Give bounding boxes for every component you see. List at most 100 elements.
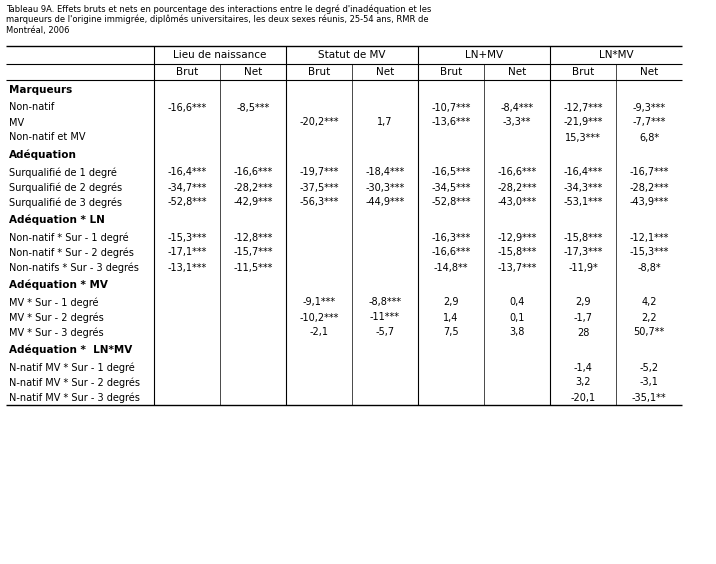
- Text: 28: 28: [577, 328, 589, 337]
- Text: -16,3***: -16,3***: [431, 232, 470, 243]
- Text: -52,8***: -52,8***: [431, 197, 470, 208]
- Text: -18,4***: -18,4***: [365, 168, 405, 178]
- Text: -37,5***: -37,5***: [299, 183, 339, 192]
- Text: -1,7: -1,7: [574, 312, 593, 323]
- Text: LN*MV: LN*MV: [599, 50, 634, 60]
- Text: Brut: Brut: [176, 67, 198, 77]
- Text: Brut: Brut: [308, 67, 330, 77]
- Text: -19,7***: -19,7***: [299, 168, 339, 178]
- Text: -8,8***: -8,8***: [369, 297, 402, 307]
- Text: N-natif MV * Sur - 2 degrés: N-natif MV * Sur - 2 degrés: [9, 377, 140, 388]
- Text: 6,8*: 6,8*: [639, 133, 659, 143]
- Text: 2,9: 2,9: [443, 297, 459, 307]
- Text: -16,6***: -16,6***: [233, 168, 273, 178]
- Text: 2,9: 2,9: [575, 297, 591, 307]
- Text: 0,4: 0,4: [509, 297, 525, 307]
- Text: -20,2***: -20,2***: [299, 117, 339, 127]
- Text: MV * Sur - 2 degrés: MV * Sur - 2 degrés: [9, 312, 104, 323]
- Text: -15,8***: -15,8***: [563, 232, 603, 243]
- Text: -13,7***: -13,7***: [498, 262, 537, 272]
- Text: Marqueurs: Marqueurs: [9, 85, 72, 95]
- Text: -52,8***: -52,8***: [168, 197, 207, 208]
- Text: -16,6***: -16,6***: [168, 103, 207, 112]
- Text: -10,7***: -10,7***: [431, 103, 470, 112]
- Text: -53,1***: -53,1***: [563, 197, 603, 208]
- Text: Lieu de naissance: Lieu de naissance: [173, 50, 266, 60]
- Text: Net: Net: [244, 67, 262, 77]
- Text: Adéquation: Adéquation: [9, 150, 77, 160]
- Text: -16,4***: -16,4***: [168, 168, 207, 178]
- Text: -11,9*: -11,9*: [568, 262, 598, 272]
- Text: 2,2: 2,2: [642, 312, 657, 323]
- Text: -13,1***: -13,1***: [168, 262, 207, 272]
- Text: -42,9***: -42,9***: [233, 197, 273, 208]
- Text: -21,9***: -21,9***: [563, 117, 603, 127]
- Text: -28,2***: -28,2***: [233, 183, 273, 192]
- Text: -12,1***: -12,1***: [629, 232, 669, 243]
- Text: -15,3***: -15,3***: [168, 232, 207, 243]
- Text: -1,4: -1,4: [574, 363, 592, 372]
- Text: -17,1***: -17,1***: [168, 248, 207, 258]
- Text: 3,2: 3,2: [575, 377, 591, 387]
- Text: Non-natif et MV: Non-natif et MV: [9, 133, 85, 143]
- Text: -15,7***: -15,7***: [233, 248, 273, 258]
- Text: Brut: Brut: [572, 67, 594, 77]
- Text: -16,7***: -16,7***: [629, 168, 669, 178]
- Text: -34,5***: -34,5***: [431, 183, 470, 192]
- Text: -12,9***: -12,9***: [498, 232, 537, 243]
- Text: Non-natif * Sur - 2 degrés: Non-natif * Sur - 2 degrés: [9, 247, 134, 258]
- Text: Brut: Brut: [440, 67, 462, 77]
- Text: Non-natif: Non-natif: [9, 103, 54, 112]
- Text: Surqualifié de 3 degrés: Surqualifié de 3 degrés: [9, 197, 122, 208]
- Text: -17,3***: -17,3***: [563, 248, 603, 258]
- Text: -34,7***: -34,7***: [168, 183, 207, 192]
- Text: 15,3***: 15,3***: [565, 133, 601, 143]
- Text: Surqualifié de 2 degrés: Surqualifié de 2 degrés: [9, 182, 122, 193]
- Text: -3,1: -3,1: [639, 377, 659, 387]
- Text: -12,8***: -12,8***: [233, 232, 273, 243]
- Text: -15,3***: -15,3***: [629, 248, 669, 258]
- Text: -5,7: -5,7: [375, 328, 395, 337]
- Text: -8,5***: -8,5***: [236, 103, 270, 112]
- Text: -9,1***: -9,1***: [302, 297, 336, 307]
- Text: Adéquation * LN: Adéquation * LN: [9, 215, 105, 225]
- Text: -11***: -11***: [370, 312, 400, 323]
- Text: -7,7***: -7,7***: [632, 117, 666, 127]
- Text: Adéquation * MV: Adéquation * MV: [9, 280, 108, 290]
- Text: -16,6***: -16,6***: [498, 168, 536, 178]
- Text: Net: Net: [640, 67, 658, 77]
- Text: 1,7: 1,7: [377, 117, 393, 127]
- Text: -14,8**: -14,8**: [434, 262, 468, 272]
- Text: -16,5***: -16,5***: [431, 168, 470, 178]
- Text: -8,8*: -8,8*: [637, 262, 661, 272]
- Text: N-natif MV * Sur - 3 degrés: N-natif MV * Sur - 3 degrés: [9, 392, 140, 403]
- Text: 3,8: 3,8: [509, 328, 525, 337]
- Text: -8,4***: -8,4***: [500, 103, 533, 112]
- Text: -56,3***: -56,3***: [299, 197, 339, 208]
- Text: -5,2: -5,2: [639, 363, 659, 372]
- Text: MV * Sur - 3 degrés: MV * Sur - 3 degrés: [9, 327, 104, 338]
- Text: -11,5***: -11,5***: [233, 262, 273, 272]
- Text: N-natif MV * Sur - 1 degré: N-natif MV * Sur - 1 degré: [9, 362, 135, 373]
- Text: -13,6***: -13,6***: [431, 117, 470, 127]
- Text: Tableau 9A. Effets bruts et nets en pourcentage des interactions entre le degré : Tableau 9A. Effets bruts et nets en pour…: [6, 4, 431, 35]
- Text: -16,6***: -16,6***: [431, 248, 470, 258]
- Text: Adéquation *  LN*MV: Adéquation * LN*MV: [9, 345, 132, 355]
- Text: -9,3***: -9,3***: [632, 103, 666, 112]
- Text: 4,2: 4,2: [642, 297, 657, 307]
- Text: -44,9***: -44,9***: [365, 197, 405, 208]
- Text: Net: Net: [376, 67, 394, 77]
- Text: -3,3**: -3,3**: [503, 117, 531, 127]
- Text: -20,1: -20,1: [571, 393, 596, 403]
- Text: Net: Net: [508, 67, 526, 77]
- Text: MV * Sur - 1 degré: MV * Sur - 1 degré: [9, 297, 99, 308]
- Text: Surqualifié de 1 degré: Surqualifié de 1 degré: [9, 168, 117, 178]
- Text: -2,1: -2,1: [309, 328, 329, 337]
- Text: LN+MV: LN+MV: [465, 50, 503, 60]
- Text: Non-natif * Sur - 1 degré: Non-natif * Sur - 1 degré: [9, 232, 129, 243]
- Text: -15,8***: -15,8***: [498, 248, 537, 258]
- Text: -30,3***: -30,3***: [365, 183, 405, 192]
- Text: 50,7**: 50,7**: [634, 328, 664, 337]
- Text: -43,9***: -43,9***: [629, 197, 669, 208]
- Text: 1,4: 1,4: [443, 312, 459, 323]
